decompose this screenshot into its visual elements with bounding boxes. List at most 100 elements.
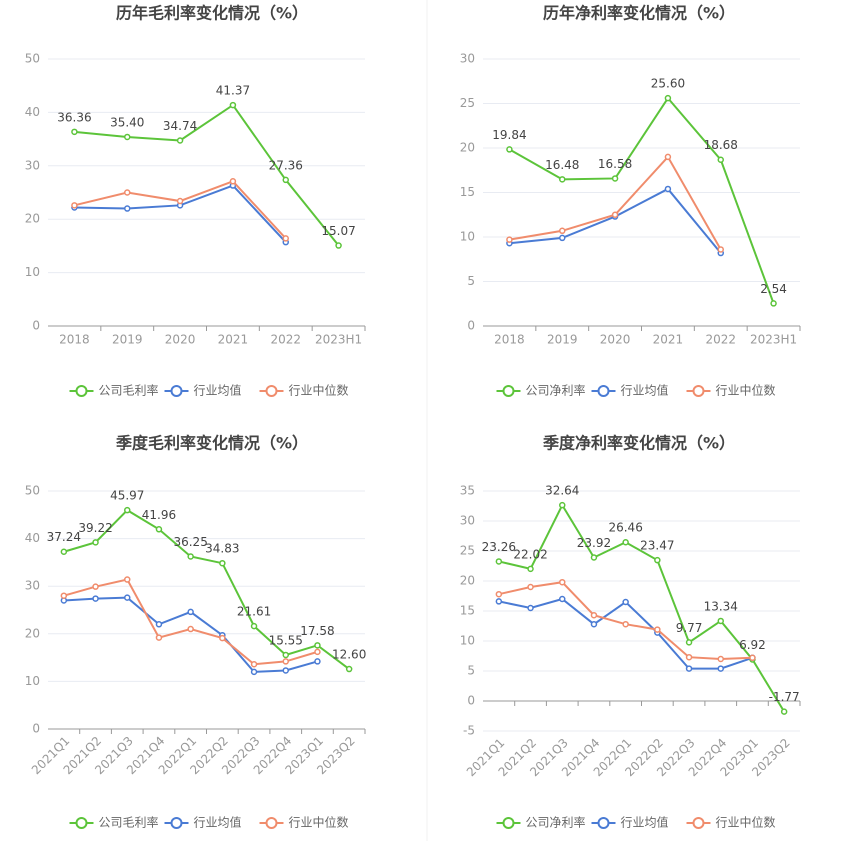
x-tick-label: 2022 [270,333,301,347]
legend-marker [170,817,183,829]
data-label: 23.92 [577,536,611,550]
y-tick-label: 20 [460,574,475,588]
legend-label: 公司毛利率 [99,815,159,830]
data-label: 12.60 [332,648,366,662]
y-tick-label: 15 [460,604,475,618]
y-tick-label: 40 [25,531,40,545]
data-point [92,583,99,590]
legend-marker [502,385,515,397]
series-line [509,187,722,254]
series-line [498,581,753,661]
data-point [250,668,258,676]
data-point [717,246,724,253]
data-point [345,665,353,673]
data-point [664,94,672,102]
data-label: 37.24 [47,530,81,544]
data-point [71,202,78,209]
chart-title: 历年毛利率变化情况（%） [116,4,308,23]
y-tick-label: 50 [25,484,40,498]
data-point [664,153,672,161]
data-label: 36.25 [173,535,207,549]
x-tick-label: 2022 [705,333,736,347]
y-tick-label: 20 [460,141,475,155]
data-label: 18.68 [704,138,738,152]
data-point [219,559,226,567]
data-point [282,667,289,674]
data-point [654,626,661,633]
y-tick-label: 0 [32,319,40,333]
y-tick-label: 0 [467,319,475,333]
data-label: 32.64 [545,484,579,498]
data-point [250,661,258,668]
data-point [282,651,289,659]
data-point [506,146,513,153]
x-tick-label: 2021 [218,333,249,347]
chart-title: 季度毛利率变化情况（%） [115,434,308,453]
data-label: 21.61 [237,605,271,619]
legend-marker [265,817,278,829]
data-point [717,665,724,672]
series-line [74,180,287,240]
data-point [124,594,131,601]
data-point [187,625,194,633]
data-label: 27.36 [269,158,303,172]
data-point [622,538,629,546]
data-point [124,205,131,212]
y-tick-label: 15 [460,185,475,199]
chart-title: 历年净利率变化情况（%） [543,4,735,23]
y-tick-label: 5 [467,664,475,678]
data-label: 13.34 [704,599,738,613]
legend-marker [597,817,610,829]
data-label: 41.37 [216,84,250,98]
data-point [622,598,629,606]
y-tick-label: 20 [25,212,40,226]
series-line [498,503,786,713]
data-point [559,227,566,235]
data-point [622,620,629,628]
data-point [559,501,566,509]
x-tick-label: 2020 [165,333,196,347]
chart-title: 季度净利率变化情况（%） [542,434,735,453]
data-label: 35.40 [110,115,144,129]
data-point [559,176,566,183]
data-point [155,526,163,533]
legend-label: 行业中位数 [289,383,349,398]
legend-marker [265,385,278,397]
series-line [63,508,350,670]
data-point [229,178,237,185]
data-point [717,655,724,663]
data-point [314,642,321,649]
data-label: -1.77 [769,690,800,704]
data-point [124,133,131,141]
data-point [155,621,163,628]
data-label: 15.07 [321,224,355,238]
series-line [74,184,287,243]
y-tick-label: 5 [467,274,475,288]
data-point [495,590,503,598]
series-line [63,578,318,666]
data-point [685,665,693,672]
data-point [590,620,598,628]
data-point [527,565,534,573]
data-point [685,653,693,661]
data-point [124,189,131,196]
legend-label: 行业均值 [194,383,242,398]
data-label: 41.96 [142,508,176,522]
legend-marker [170,385,183,397]
data-label: 9.77 [676,621,703,635]
legend-label: 公司净利率 [526,383,586,398]
y-tick-label: 20 [25,626,40,640]
data-point [559,595,566,603]
data-label: 25.60 [651,77,685,91]
legend-label: 行业中位数 [289,815,349,830]
data-point [611,211,619,218]
y-tick-label: 50 [25,52,40,66]
data-label: 6.92 [739,638,766,652]
legend-marker [692,817,705,829]
y-tick-label: -5 [463,724,475,738]
data-point [250,622,258,630]
data-point [527,583,534,591]
data-point [335,242,342,249]
data-point [685,639,693,646]
